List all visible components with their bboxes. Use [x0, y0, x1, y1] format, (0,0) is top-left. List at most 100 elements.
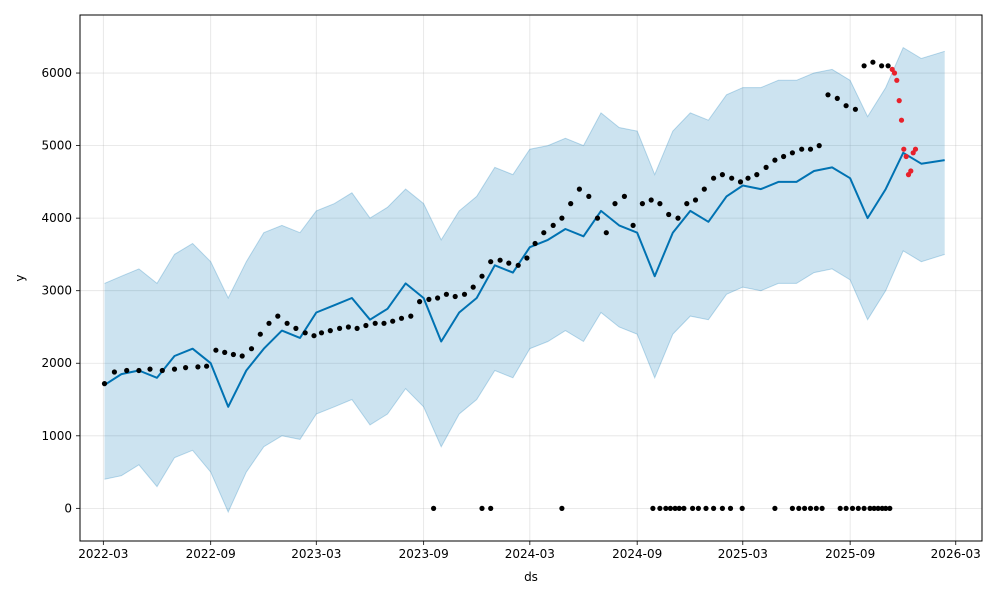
observed-point — [302, 330, 308, 336]
future-observed-point — [912, 146, 919, 152]
observed-zero-point — [843, 505, 849, 511]
observed-point — [426, 296, 432, 302]
observed-zero-point — [676, 505, 682, 511]
observed-point — [111, 369, 117, 375]
observed-point — [666, 211, 672, 218]
observed-point — [737, 179, 744, 185]
observed-point — [222, 349, 228, 355]
observed-point — [124, 367, 130, 374]
y-tick-label: 3000 — [41, 284, 72, 298]
observed-point — [408, 313, 414, 319]
observed-point — [834, 95, 840, 101]
y-tick-label: 6000 — [41, 66, 72, 80]
future-observed-point — [908, 168, 914, 174]
observed-point — [701, 186, 707, 192]
observed-point — [284, 320, 290, 326]
future-observed-point — [898, 117, 905, 123]
observed-point — [470, 284, 476, 290]
observed-zero-point — [789, 505, 796, 511]
observed-point — [515, 262, 521, 268]
future-observed-point — [901, 146, 907, 152]
observed-point — [318, 330, 325, 336]
future-observed-point — [894, 77, 900, 83]
observed-zero-point — [711, 505, 717, 511]
observed-point — [390, 318, 396, 324]
observed-point — [497, 257, 503, 263]
observed-zero-point — [667, 505, 674, 511]
uncertainty-band-area — [104, 47, 945, 512]
observed-point — [586, 193, 592, 199]
observed-point — [541, 230, 547, 236]
observed-point — [568, 201, 574, 207]
observed-point — [789, 150, 796, 156]
y-tick-label: 1000 — [41, 429, 72, 443]
observed-point — [248, 346, 255, 352]
observed-point — [754, 172, 760, 178]
observed-point — [213, 347, 219, 353]
observed-point — [443, 291, 449, 297]
observed-point — [639, 201, 646, 207]
observed-zero-point — [875, 505, 881, 511]
y-axis-ticks: 0 1000 2000 3000 4000 5000 6000 — [41, 66, 80, 515]
observed-point — [772, 157, 778, 163]
observed-zero-point — [772, 505, 778, 511]
observed-point — [372, 320, 378, 326]
y-axis-label: y — [13, 274, 27, 281]
forecast-line — [103, 151, 945, 408]
observed-point — [825, 92, 831, 98]
y-tick-label: 5000 — [41, 139, 72, 153]
future-observed-point — [903, 153, 909, 160]
observed-point — [327, 328, 333, 334]
x-tick-label: 2024-03 — [505, 547, 555, 561]
observed-point — [745, 175, 751, 181]
observed-zero-point — [672, 505, 678, 511]
observed-point — [345, 324, 351, 330]
observed-point — [354, 325, 360, 331]
x-tick-label: 2023-03 — [291, 547, 341, 561]
observed-zero-point — [479, 505, 485, 511]
observed-point — [435, 295, 441, 301]
observed-point — [675, 215, 681, 221]
observed-zero-point — [802, 505, 808, 511]
observed-point — [781, 153, 787, 160]
observed-points — [101, 59, 919, 511]
observed-point — [711, 175, 717, 181]
observed-point — [763, 164, 769, 170]
observed-zero-point — [690, 505, 696, 511]
future-observed-point — [891, 70, 898, 76]
observed-zero-point — [695, 505, 702, 511]
observed-point — [452, 293, 458, 300]
observed-point — [506, 260, 512, 266]
observed-point — [603, 230, 609, 236]
observed-zero-point — [887, 505, 893, 511]
observed-point — [381, 320, 387, 326]
observed-point — [147, 366, 153, 372]
plot-frame — [79, 14, 983, 542]
x-tick-label: 2026-03 — [931, 547, 981, 561]
observed-zero-point — [650, 505, 656, 511]
observed-point — [657, 201, 663, 207]
observed-point — [550, 222, 556, 228]
observed-zero-point — [559, 505, 565, 511]
observed-point — [171, 366, 178, 372]
observed-point — [576, 186, 583, 192]
forecast-line-path — [103, 151, 945, 408]
observed-zero-point — [861, 505, 867, 511]
uncertainty-band — [104, 46, 945, 514]
observed-point — [612, 201, 618, 207]
observed-zero-point — [849, 505, 856, 511]
observed-point — [417, 299, 423, 305]
observed-zero-point — [871, 505, 877, 511]
observed-zero-point — [813, 505, 819, 511]
observed-zero-point — [488, 505, 494, 511]
y-tick-label: 0 — [64, 501, 72, 515]
observed-zero-point — [431, 505, 437, 511]
observed-point — [183, 365, 189, 371]
observed-point — [461, 291, 468, 297]
y-tick-label: 2000 — [41, 356, 72, 370]
uncertainty-lower-line — [104, 250, 945, 514]
observed-zero-point — [739, 505, 745, 511]
observed-point — [532, 240, 538, 247]
